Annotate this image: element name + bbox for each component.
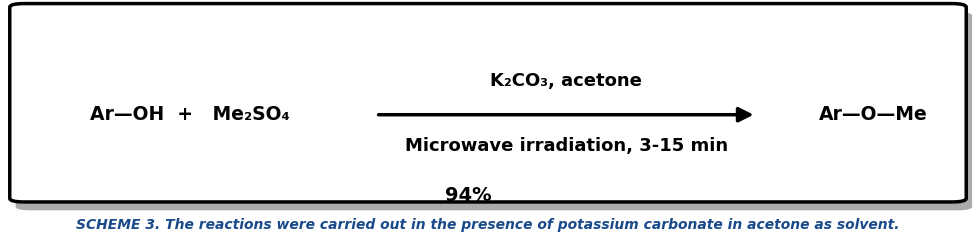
Text: 94%: 94% xyxy=(445,186,492,206)
FancyBboxPatch shape xyxy=(10,4,966,202)
Text: SCHEME 3. The reactions were carried out in the presence of potassium carbonate : SCHEME 3. The reactions were carried out… xyxy=(76,218,900,232)
Text: K₂CO₃, acetone: K₂CO₃, acetone xyxy=(490,72,642,90)
FancyBboxPatch shape xyxy=(16,12,972,210)
Text: Ar—OH  +   Me₂SO₄: Ar—OH + Me₂SO₄ xyxy=(91,105,290,124)
Text: Ar—O—Me: Ar—O—Me xyxy=(819,105,928,124)
Text: Microwave irradiation, 3-15 min: Microwave irradiation, 3-15 min xyxy=(404,137,728,155)
